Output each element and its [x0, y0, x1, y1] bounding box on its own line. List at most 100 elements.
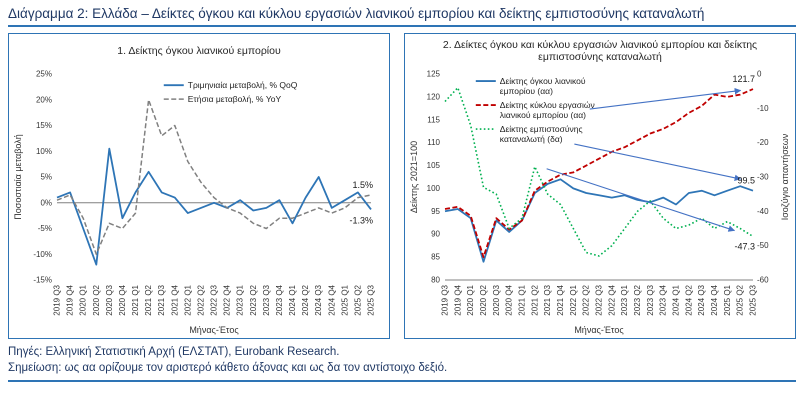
svg-text:-5%: -5%	[38, 224, 52, 233]
svg-text:110: 110	[427, 138, 440, 147]
svg-text:2019 Q4: 2019 Q4	[66, 285, 75, 316]
pointer-arrow	[574, 143, 742, 182]
chart-title-indices-confidence: 2. Δείκτες όγκου και κύκλου εργασιών λια…	[442, 38, 758, 64]
svg-text:2023 Q3: 2023 Q3	[262, 285, 271, 316]
svg-text:90: 90	[431, 230, 440, 239]
svg-text:2024 Q2: 2024 Q2	[301, 285, 310, 316]
svg-text:2022 Q4: 2022 Q4	[607, 285, 616, 316]
svg-text:-10%: -10%	[33, 250, 52, 259]
indices-confidence-line-chart: 80 85 90 95 100 105 110 115 120 125 -60 -50 -40 -30 -2…	[407, 64, 793, 336]
data-label: -47.3	[734, 242, 755, 252]
svg-text:2023 Q2: 2023 Q2	[633, 285, 642, 316]
svg-text:2021 Q1: 2021 Q1	[518, 285, 527, 316]
charts-row: 1. Δείκτης όγκου λιανικού εμπορίου -15% -…	[8, 33, 796, 340]
svg-text:20%: 20%	[36, 96, 52, 105]
svg-text:2025 Q2: 2025 Q2	[736, 285, 745, 316]
svg-text:2021 Q4: 2021 Q4	[170, 285, 179, 316]
svg-text:2019 Q4: 2019 Q4	[453, 285, 462, 316]
svg-text:2024 Q4: 2024 Q4	[710, 285, 719, 316]
svg-text:Δείκτης εμπιστοσύνης: Δείκτης εμπιστοσύνης	[500, 124, 583, 134]
svg-text:2019 Q3: 2019 Q3	[53, 285, 62, 316]
svg-text:2024 Q2: 2024 Q2	[684, 285, 693, 316]
svg-text:2023 Q3: 2023 Q3	[646, 285, 655, 316]
pointer-arrow	[546, 168, 736, 233]
svg-text:Ποσοστιαία μεταβολή: Ποσοστιαία μεταβολή	[13, 135, 23, 220]
svg-text:Μήνας-Έτος: Μήνας-Έτος	[189, 325, 239, 335]
svg-text:λιανικού εμπορίου (αα): λιανικού εμπορίου (αα)	[500, 110, 586, 120]
svg-text:115: 115	[427, 116, 440, 125]
svg-text:2021 Q3: 2021 Q3	[543, 285, 552, 316]
title-divider	[8, 25, 796, 28]
svg-text:Δείκτης κύκλου εργασιών: Δείκτης κύκλου εργασιών	[500, 100, 595, 110]
svg-text:10%: 10%	[36, 147, 52, 156]
svg-text:-15%: -15%	[33, 276, 52, 285]
svg-text:2023 Q4: 2023 Q4	[275, 285, 284, 316]
chart-svg: -15% -10% -5% 0% 5% 10% 15% 20% 25% 2019 Q3 2019 Q…	[13, 70, 376, 336]
series-consumer-confidence	[444, 87, 754, 258]
sources-text: Πηγές: Ελληνική Στατιστική Αρχή (ΕΛΣΤΑΤ)…	[8, 346, 340, 359]
svg-text:Ετήσια μεταβολή, % YoY: Ετήσια μεταβολή, % YoY	[188, 94, 282, 104]
data-label: 1.5%	[352, 180, 373, 190]
svg-text:καταναλωτή (δα): καταναλωτή (δα)	[500, 134, 563, 144]
svg-text:Μήνας-Έτος: Μήνας-Έτος	[574, 325, 624, 335]
svg-text:2021 Q2: 2021 Q2	[530, 285, 539, 316]
svg-text:2022 Q4: 2022 Q4	[223, 285, 232, 316]
svg-text:2022 Q2: 2022 Q2	[196, 285, 205, 316]
svg-text:95: 95	[431, 207, 440, 216]
data-label: 99.5	[737, 176, 755, 186]
svg-text:2025 Q1: 2025 Q1	[723, 285, 732, 316]
series-qoq	[56, 148, 372, 266]
svg-text:2023 Q1: 2023 Q1	[236, 285, 245, 316]
series-volume-index	[444, 178, 754, 263]
data-label: 121.7	[732, 74, 755, 84]
svg-text:εμπορίου (αα): εμπορίου (αα)	[500, 86, 553, 96]
series-turnover-index	[444, 88, 754, 259]
pointer-arrow	[589, 88, 742, 110]
note-text: Σημείωση: ως αα ορίζουμε τον αριστερό κά…	[8, 362, 448, 375]
svg-text:2025 Q3: 2025 Q3	[367, 285, 376, 316]
chart-panel-retail-volume: 1. Δείκτης όγκου λιανικού εμπορίου -15% -…	[8, 33, 390, 340]
svg-text:2024 Q1: 2024 Q1	[288, 285, 297, 316]
svg-text:2023 Q2: 2023 Q2	[249, 285, 258, 316]
svg-text:Δείκτης 2021=100: Δείκτης 2021=100	[409, 141, 419, 213]
svg-text:2020 Q3: 2020 Q3	[105, 285, 114, 316]
svg-text:-40: -40	[757, 207, 769, 216]
svg-text:0%: 0%	[40, 199, 52, 208]
svg-text:2020 Q2: 2020 Q2	[92, 285, 101, 316]
svg-text:5%: 5%	[40, 173, 52, 182]
svg-text:2025 Q3: 2025 Q3	[749, 285, 758, 316]
svg-text:80: 80	[431, 276, 440, 285]
svg-text:2022 Q1: 2022 Q1	[183, 285, 192, 316]
svg-text:-50: -50	[757, 241, 769, 250]
svg-text:2023 Q1: 2023 Q1	[620, 285, 629, 316]
svg-text:Ισοζύγιο απαντήσεων: Ισοζύγιο απαντήσεων	[780, 133, 790, 220]
svg-text:-10: -10	[757, 104, 769, 113]
chart-svg: 80 85 90 95 100 105 110 115 120 125 -60 -50 -40 -30 -2…	[409, 70, 790, 336]
svg-text:-30: -30	[757, 173, 769, 182]
svg-text:-20: -20	[757, 138, 769, 147]
svg-text:2022 Q2: 2022 Q2	[582, 285, 591, 316]
svg-text:2019 Q3: 2019 Q3	[441, 285, 450, 316]
svg-text:2020 Q3: 2020 Q3	[492, 285, 501, 316]
svg-text:2024 Q4: 2024 Q4	[327, 285, 336, 316]
svg-text:120: 120	[427, 93, 441, 102]
svg-text:85: 85	[431, 253, 440, 262]
svg-text:2020 Q2: 2020 Q2	[479, 285, 488, 316]
svg-text:-60: -60	[757, 276, 769, 285]
svg-text:2021 Q4: 2021 Q4	[556, 285, 565, 316]
bottom-divider	[8, 380, 796, 383]
svg-text:Τριμηνιαία μεταβολή, % QoQ: Τριμηνιαία μεταβολή, % QoQ	[188, 80, 298, 90]
svg-text:0: 0	[757, 70, 762, 79]
svg-text:2022 Q3: 2022 Q3	[595, 285, 604, 316]
svg-text:2025 Q1: 2025 Q1	[340, 285, 349, 316]
svg-text:2024 Q1: 2024 Q1	[672, 285, 681, 316]
svg-text:2024 Q3: 2024 Q3	[697, 285, 706, 316]
svg-text:2022 Q1: 2022 Q1	[569, 285, 578, 316]
chart-title-retail-volume: 1. Δείκτης όγκου λιανικού εμπορίου	[117, 44, 281, 57]
svg-text:Δείκτης όγκου λιανικού: Δείκτης όγκου λιανικού	[500, 76, 586, 86]
series-yoy	[56, 99, 372, 256]
svg-text:2020 Q4: 2020 Q4	[505, 285, 514, 316]
svg-text:2021 Q1: 2021 Q1	[131, 285, 140, 316]
retail-volume-line-chart: -15% -10% -5% 0% 5% 10% 15% 20% 25% 2019 Q3 2019 Q…	[11, 64, 387, 336]
svg-text:125: 125	[427, 70, 441, 79]
